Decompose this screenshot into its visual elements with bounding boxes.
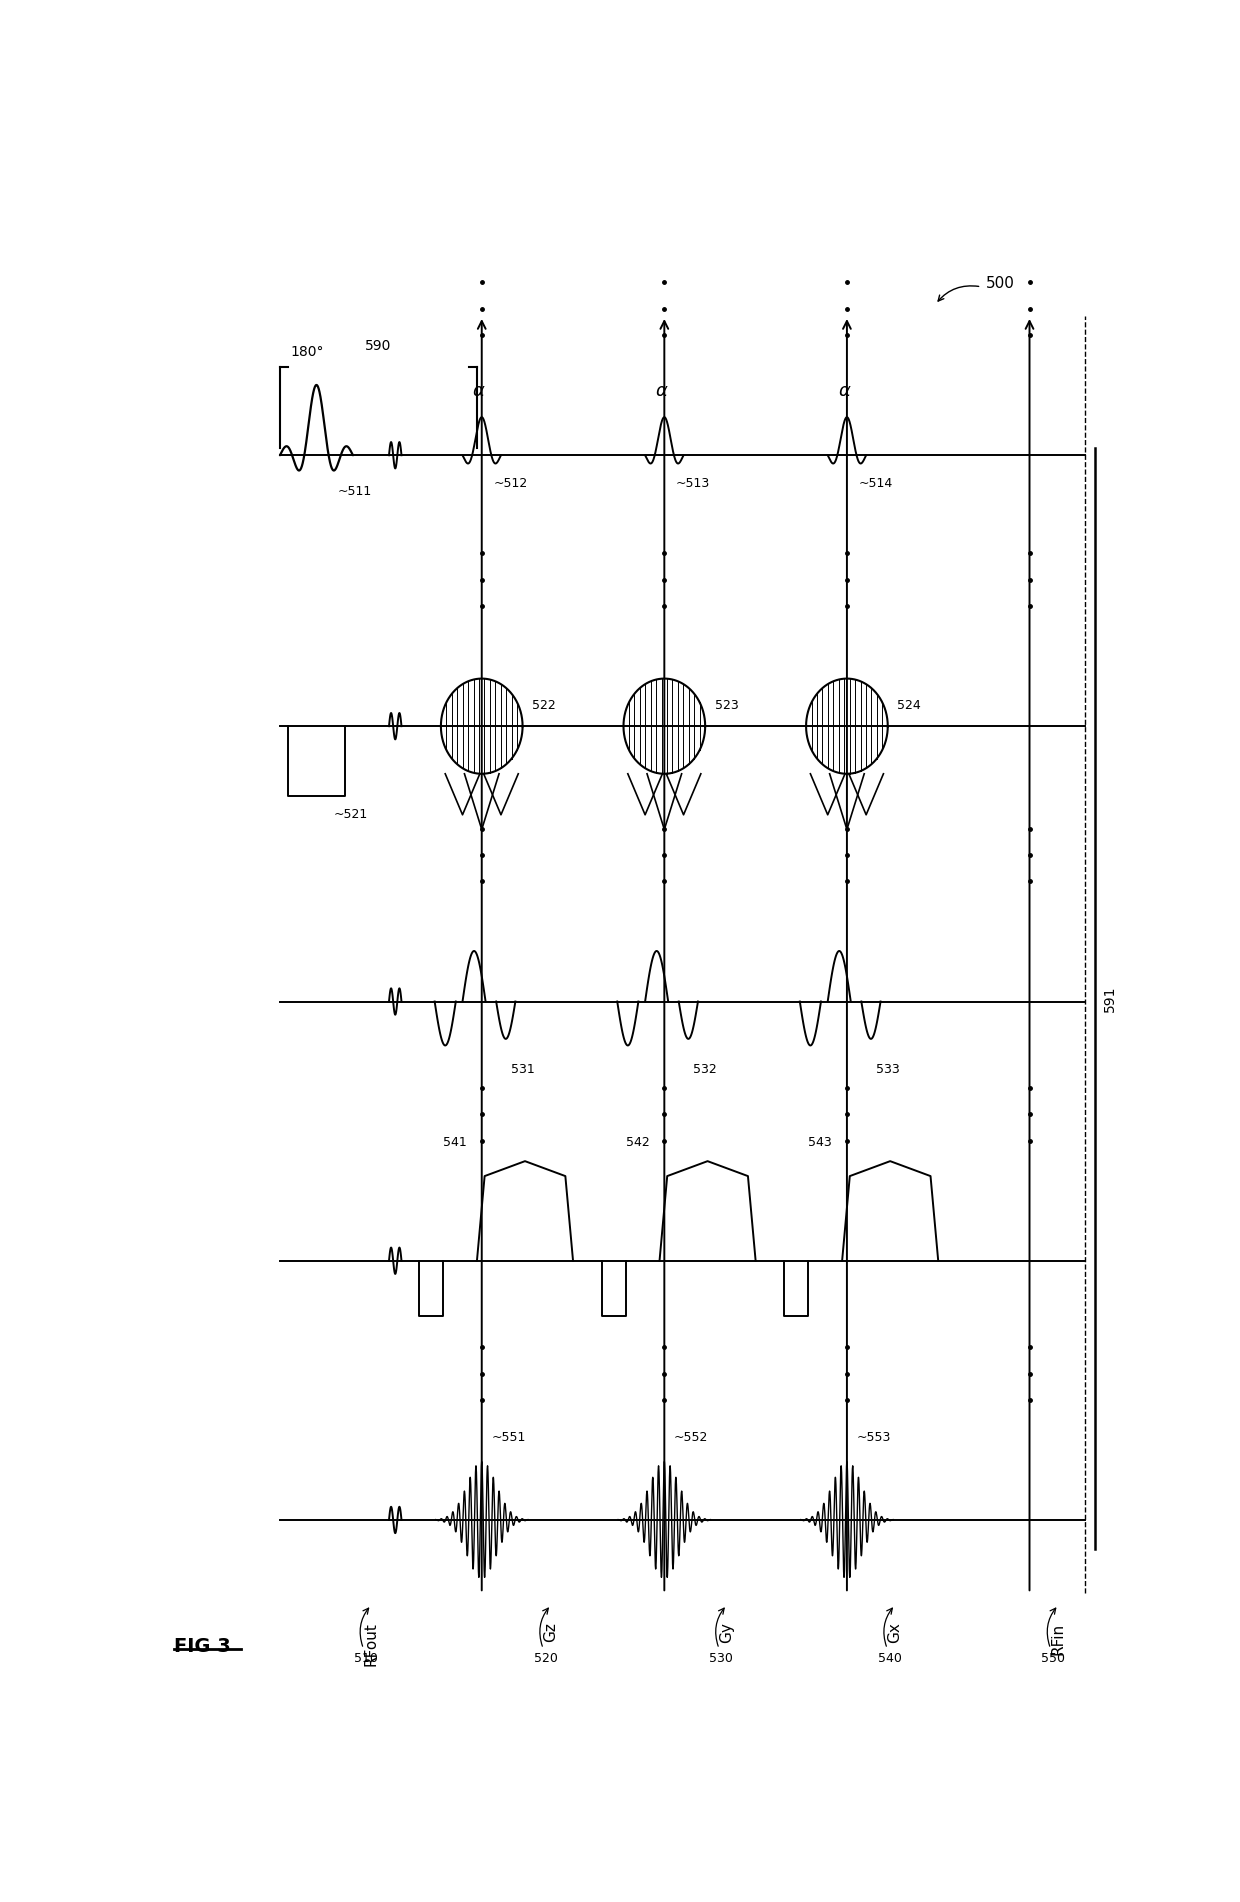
Text: FIG 3: FIG 3 [174,1638,231,1657]
Text: α: α [472,382,485,399]
Text: α: α [838,382,849,399]
Text: 500: 500 [986,276,1016,291]
Text: 180°: 180° [290,344,324,359]
Text: 524: 524 [898,698,921,711]
Text: 532: 532 [693,1063,717,1077]
Text: Gx: Gx [888,1622,903,1643]
Text: ~512: ~512 [494,477,527,491]
Text: 591: 591 [1102,985,1116,1012]
Text: 510: 510 [353,1651,378,1664]
Text: ~521: ~521 [334,808,368,822]
Text: RFout: RFout [363,1622,378,1666]
Text: RFin: RFin [1050,1622,1066,1655]
Text: 533: 533 [875,1063,899,1077]
Text: 520: 520 [533,1651,558,1664]
Text: ~514: ~514 [858,477,893,491]
Text: ~511: ~511 [337,485,372,498]
Text: 530: 530 [709,1651,733,1664]
Text: ~513: ~513 [676,477,711,491]
Text: 542: 542 [626,1135,650,1149]
Text: 550: 550 [1042,1651,1065,1664]
Text: ~553: ~553 [857,1430,890,1444]
Text: ~552: ~552 [675,1430,708,1444]
Text: 541: 541 [444,1135,467,1149]
Text: 590: 590 [366,339,392,352]
Text: 531: 531 [511,1063,534,1077]
Text: ~551: ~551 [491,1430,526,1444]
Text: Gy: Gy [719,1622,734,1643]
Text: 522: 522 [532,698,556,711]
Text: 540: 540 [878,1651,901,1664]
Text: 543: 543 [808,1135,832,1149]
Text: Gz: Gz [543,1622,558,1641]
Text: 523: 523 [714,698,739,711]
Text: α: α [656,382,667,399]
